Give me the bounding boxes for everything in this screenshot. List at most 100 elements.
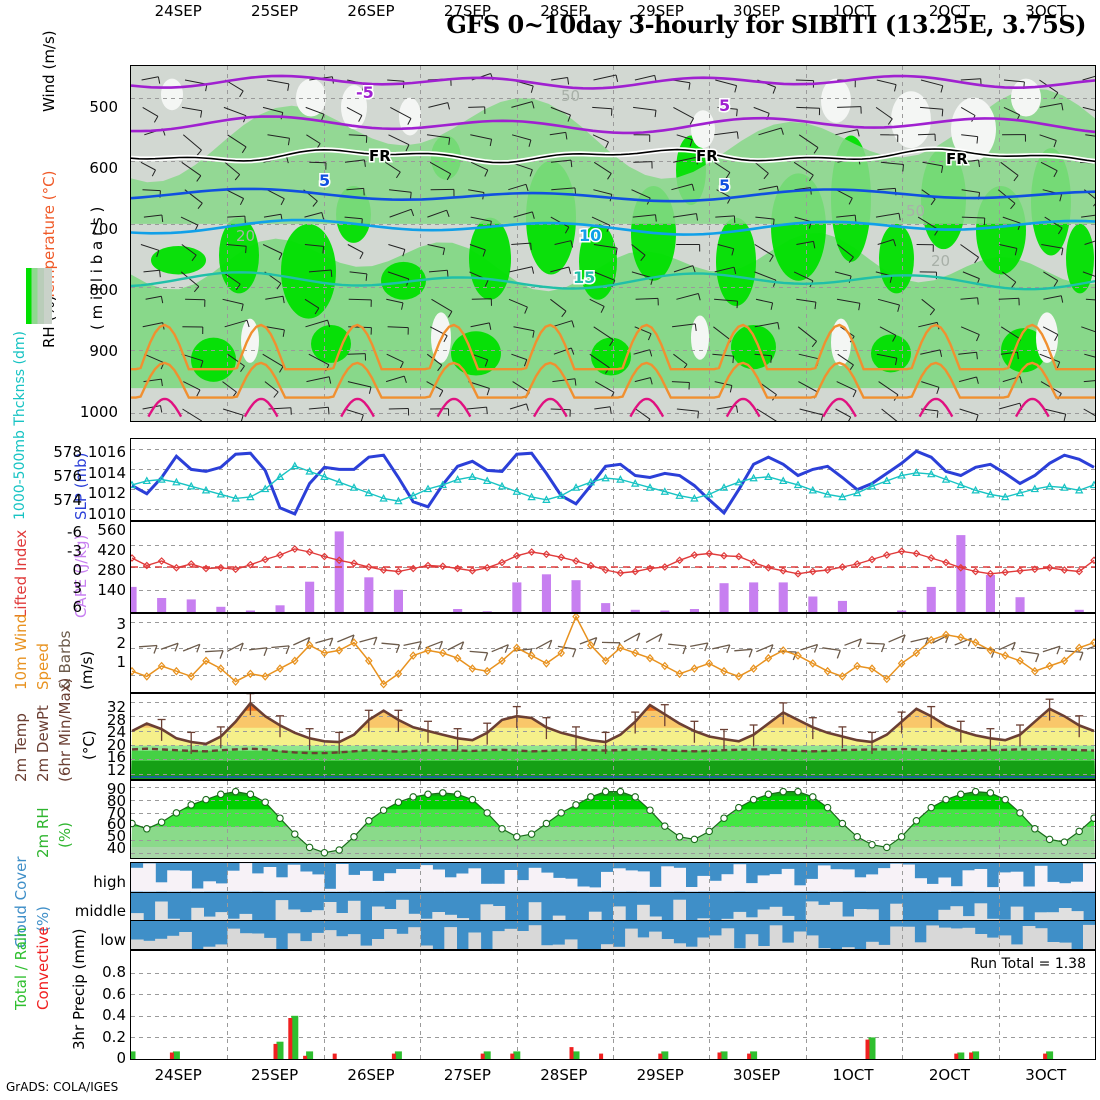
rh-tick-4: 50 [106,827,126,846]
date-tick-3oct: 3OCT [1025,2,1067,20]
cloud-tick-middle: middle [74,902,126,920]
cape-lifted-index-panel [130,521,1096,613]
temp-tick-5: 12 [106,761,126,779]
date-tick-26sep: 26SEP [347,1066,395,1084]
svg-text:5: 5 [719,176,730,195]
wind-tick-1: 2 [116,634,126,652]
date-tick-25sep: 25SEP [251,1066,299,1084]
slp-tick-1: 1014 [87,463,126,482]
precip-tick-2: 0.4 [102,1006,126,1024]
svg-text:20: 20 [236,227,255,245]
grads-credit: GrADS: COLA/IGES [6,1080,119,1094]
pressure-tick-1: 600 [89,159,118,177]
svg-text:FR: FR [946,150,968,168]
lifted-index-tick-4: 6 [72,598,82,616]
svg-text:FR: FR [696,147,718,165]
svg-text:FR: FR [369,147,391,165]
cape-tick-1: 420 [97,541,126,559]
wind-tick-0: 3 [116,615,126,633]
temperature-panel [130,693,1096,780]
axis-title-2m-rh: 2m RH [34,807,52,858]
pressure-tick-5: 1000 [79,403,118,421]
svg-text:15: 15 [573,268,595,287]
wind-speed-chart [131,614,1095,692]
svg-text:5: 5 [719,96,730,115]
rh-tick-1: 80 [106,791,126,810]
thickness-tick-0: 578 [53,443,82,461]
date-tick-2oct: 2OCT [928,2,970,20]
axis-title-total-rain: Total / Rain [12,927,30,1010]
date-tick-24sep: 24SEP [154,1066,202,1084]
date-tick-27sep: 27SEP [443,1066,491,1084]
lifted-index-tick-2: 0 [72,560,82,579]
precipitation-panel: Run Total = 1.38 [130,950,1096,1060]
temperature-chart [131,694,1095,779]
date-tick-28sep: 28SEP [540,1066,588,1084]
rh-legend-swatch [26,268,52,324]
axis-title-convective: Convective [34,926,52,1010]
bottom-date-axis: 24SEP 25SEP 26SEP 27SEP 28SEP 29SEP 30SEP 1OCT 2… [130,1062,1096,1084]
temp-tick-1: 28 [106,710,126,729]
slp-thickness-chart [131,439,1095,520]
rh-tick-5: 40 [106,839,126,857]
pressure-tick-4: 900 [89,342,118,360]
cape-tick-3: 140 [97,581,126,599]
axis-title-2m-dewpt: 2m DewPt [34,705,52,782]
cloud-tick-high: high [93,873,126,891]
svg-text:50: 50 [906,202,925,220]
slp-tick-0: 1016 [87,443,126,461]
slp-tick-3: 1010 [87,505,126,523]
precip-tick-3: 0.2 [102,1027,126,1046]
rh-tick-0: 90 [106,780,126,798]
temp-tick-2: 24 [106,723,126,742]
date-tick-30sep: 30SEP [733,1066,781,1084]
date-tick-1oct: 1OCT [832,2,874,20]
thickness-tick-1: 576 [53,467,82,485]
rh-tick-3: 60 [106,815,126,834]
rh-tick-2: 70 [106,803,126,822]
cloud-cover-chart [131,863,1095,949]
run-total-label: Run Total = 1.38 [967,955,1089,973]
date-tick-29sep: 29SEP [636,1066,684,1084]
temp-tick-3: 20 [106,735,126,754]
svg-text:-5: -5 [356,83,374,102]
slp-tick-2: 1012 [87,484,126,503]
date-tick-30sep: 30SEP [733,2,781,20]
date-tick-28sep: 28SEP [540,2,588,20]
lifted-index-tick-3: 3 [72,579,82,598]
date-tick-3oct: 3OCT [1025,1066,1067,1084]
lifted-index-tick-1: -3 [67,541,82,560]
precip-tick-0: 0.8 [102,963,126,981]
wind-tick-2: 1 [116,653,126,671]
slp-thickness-panel [130,438,1096,521]
lifted-index-tick-0: -6 [67,523,82,541]
page-title: GFS 0~10day 3-hourly for SIBITI (13.25E,… [446,10,1086,39]
svg-text:50: 50 [561,87,580,105]
top-date-axis: 24SEP 25SEP 26SEP 27SEP 28SEP 29SEP 30SEP 1OCT 2… [130,0,1096,22]
relative-humidity-chart [131,781,1095,858]
svg-text:10: 10 [579,226,601,245]
relative-humidity-panel [130,780,1096,859]
precip-tick-4: 0 [116,1049,126,1067]
axis-title-2m-temp: 2m Temp [12,713,30,782]
thickness-tick-2: 574 [53,491,82,509]
pressure-tick-0: 500 [89,98,118,116]
cape-tick-0: 560 [97,521,126,539]
upper-air-panel: -5555101515205050702020FRFRFR [130,65,1096,422]
cloud-cover-panel [130,862,1096,950]
precip-tick-1: 0.6 [102,984,126,1003]
pressure-tick-3: 800 [89,281,118,299]
upper-air-chart: -5555101515205050702020FRFRFR [131,66,1095,421]
svg-text:5: 5 [319,171,330,190]
temp-tick-0: 32 [106,698,126,716]
svg-text:20: 20 [931,252,950,270]
date-tick-25sep: 25SEP [251,2,299,20]
precipitation-chart [131,951,1095,1059]
date-tick-27sep: 27SEP [443,2,491,20]
date-tick-1oct: 1OCT [832,1066,874,1084]
axis-title-10m-wind: 10m Wind [12,613,30,690]
temp-tick-4: 16 [106,748,126,767]
date-tick-2oct: 2OCT [928,1066,970,1084]
wind-speed-panel [130,613,1096,693]
date-tick-24sep: 24SEP [154,2,202,20]
